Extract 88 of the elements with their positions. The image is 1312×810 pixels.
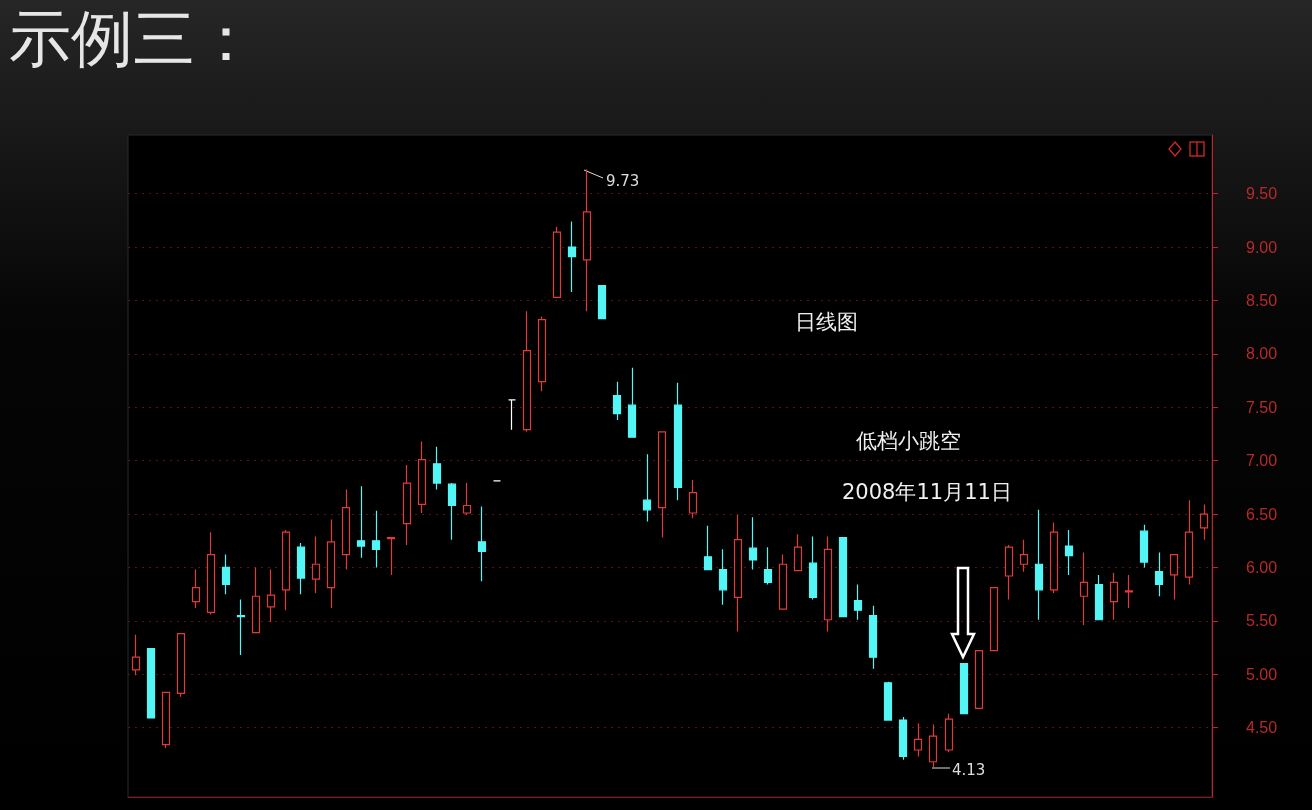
candlestick — [236, 598, 246, 656]
candlestick — [763, 546, 773, 586]
y-tick-label: 8.00 — [1246, 345, 1278, 363]
annotation: 4.13 — [952, 760, 986, 779]
candlestick — [989, 587, 999, 652]
y-tick-label: 6.00 — [1246, 558, 1278, 576]
candlestick — [206, 531, 216, 616]
candlestick — [146, 647, 156, 719]
candlestick — [597, 284, 607, 320]
candlestick — [928, 723, 938, 768]
candlestick — [612, 381, 622, 421]
candlestick — [281, 529, 291, 611]
y-tick-label: 4.50 — [1246, 719, 1278, 737]
candlestick — [1094, 574, 1104, 621]
candlestick — [748, 516, 758, 571]
candlestick — [1139, 524, 1149, 569]
candlestick — [868, 605, 878, 670]
candlestick — [462, 482, 472, 516]
candlestick — [371, 510, 381, 569]
candlestick — [673, 382, 683, 501]
candlestick — [537, 315, 547, 392]
candlestick — [1049, 521, 1059, 594]
y-tick-label: 9.50 — [1246, 185, 1278, 203]
y-tick-label: 9.00 — [1246, 238, 1278, 256]
candlestick — [688, 479, 698, 519]
candlestick — [642, 453, 652, 523]
candlestick — [507, 399, 517, 431]
candlestick — [386, 536, 396, 576]
y-tick-label: 7.50 — [1246, 398, 1278, 416]
candlestick — [898, 716, 908, 761]
candlestick — [131, 634, 141, 676]
candlestick — [1079, 551, 1089, 626]
annotation: 9.73 — [606, 171, 640, 190]
y-tick-label: 8.50 — [1246, 292, 1278, 309]
candlestick — [1109, 572, 1119, 621]
candlestick — [913, 722, 923, 758]
candlestick — [356, 485, 366, 559]
annotation: 2008年11月11日 — [842, 479, 1012, 504]
candlestick — [266, 568, 276, 623]
y-tick-label: 5.00 — [1246, 665, 1278, 683]
candlestick — [161, 691, 171, 749]
candlestick — [552, 226, 562, 298]
candlestick — [176, 633, 186, 698]
candlestick — [838, 536, 848, 618]
candlestick — [703, 525, 713, 571]
candlestick — [477, 505, 487, 582]
candlestick — [718, 548, 728, 606]
candlestick — [1154, 551, 1164, 597]
y-tick-label: 5.50 — [1246, 612, 1278, 630]
candlestick — [447, 482, 457, 541]
y-tick-label: 6.50 — [1246, 505, 1278, 523]
chart-title: 示例三： — [9, 1, 257, 75]
candlestick — [974, 650, 984, 709]
candlestick — [823, 535, 833, 633]
candlestick — [883, 681, 893, 721]
candlestick — [1169, 554, 1179, 601]
text: 日线图 — [795, 309, 858, 334]
candlestick — [251, 566, 261, 634]
candlestick — [582, 168, 592, 312]
candlestick — [567, 220, 577, 293]
candlestick — [1199, 503, 1209, 541]
candlestick — [778, 554, 788, 610]
candlestick — [627, 367, 637, 438]
candlestick — [733, 514, 743, 633]
candlestick — [1019, 539, 1029, 573]
candlestick — [1064, 529, 1074, 576]
candlestick — [944, 713, 954, 753]
candlestick — [1004, 544, 1014, 601]
candlestick — [808, 535, 818, 601]
candlestick — [296, 542, 306, 595]
candlestick — [311, 535, 321, 594]
candlestick — [341, 488, 351, 571]
candlestick — [402, 464, 412, 546]
candlestick — [326, 518, 336, 609]
candlestick — [1184, 499, 1194, 586]
candlestick — [1124, 574, 1134, 609]
candlestick — [221, 554, 231, 595]
candlestick — [959, 662, 969, 715]
candlestick — [853, 583, 863, 621]
candlestick — [657, 431, 667, 539]
candlestick — [522, 310, 532, 433]
annotation: 低档小跳空 — [856, 428, 961, 453]
candlestick — [191, 568, 201, 609]
candlestick — [793, 533, 803, 572]
candlestick — [432, 446, 442, 491]
candlestick — [417, 440, 427, 514]
y-tick-label: 7.00 — [1246, 452, 1278, 470]
candlestick — [1034, 509, 1044, 621]
